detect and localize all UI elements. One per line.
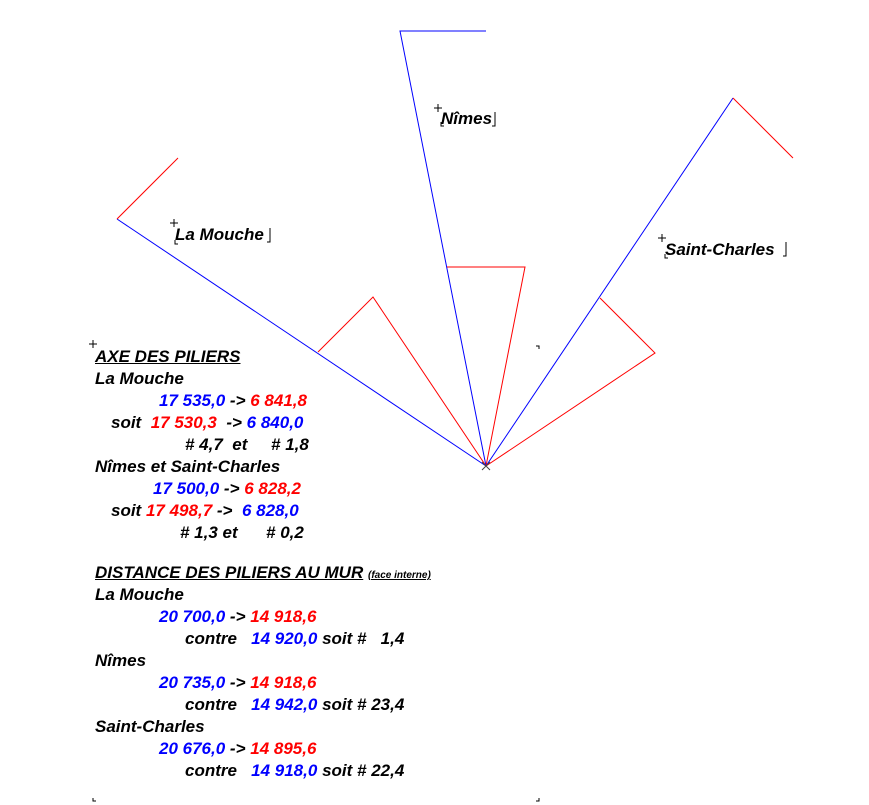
crosshair-marks [89, 104, 787, 802]
axe-nimes-sc-label: Nîmes et Saint-Charles [95, 457, 281, 476]
axe-la-mouche-diff: # 4,7 et # 1,8 [185, 435, 309, 454]
axe-la-mouche-row1: 17 535,0 -> 6 841,8 [159, 391, 307, 410]
saint-charles-end-line [732, 97, 794, 159]
distance-row2-2: contre 14 918,0 soit # 22,4 [185, 761, 405, 780]
axe-nimes-sc-row1: 17 500,0 -> 6 828,2 [153, 479, 301, 498]
distance-row1-2: 20 676,0 -> 14 895,6 [159, 739, 317, 758]
distance-label-2: Saint-Charles [95, 717, 205, 736]
saint-charles-red-line [485, 297, 656, 467]
distance-note: (face interne) [367, 570, 431, 581]
distance-title: DISTANCE DES PILIERS AU MUR [95, 563, 364, 582]
distance-label-1: Nîmes [95, 651, 147, 670]
nimes-axis-line [399, 30, 487, 467]
distance-label-0: La Mouche [95, 585, 184, 604]
la-mouche-red-line [317, 296, 487, 467]
distance-row1-0: 20 700,0 -> 14 918,6 [159, 607, 317, 626]
distance-row2-0: contre 14 920,0 soit # 1,4 [185, 629, 405, 648]
nimes-red-line [447, 266, 526, 467]
distance-row1-1: 20 735,0 -> 14 918,6 [159, 673, 317, 692]
axe-title: AXE DES PILIERS [95, 347, 241, 366]
la-mouche-axis-line [116, 218, 487, 467]
la-mouche-end-line [116, 157, 179, 220]
label-la-mouche: La Mouche [175, 225, 264, 244]
distance-row2-1: contre 14 942,0 soit # 23,4 [185, 695, 405, 714]
label-nimes: Nîmes [441, 109, 493, 128]
label-saint-charles: Saint-Charles [665, 240, 775, 259]
axe-la-mouche-label: La Mouche [95, 369, 184, 388]
distance-title-row: DISTANCE DES PILIERS AU MUR (face intern… [95, 563, 431, 586]
saint-charles-axis-line [485, 97, 734, 467]
axe-nimes-sc-diff: # 1,3 et # 0,2 [180, 523, 304, 542]
origin-marker [481, 461, 491, 471]
axe-nimes-sc-row2: soit 17 498,7 -> 6 828,0 [111, 501, 299, 520]
axe-la-mouche-row2: soit 17 530,3 -> 6 840,0 [111, 413, 304, 432]
